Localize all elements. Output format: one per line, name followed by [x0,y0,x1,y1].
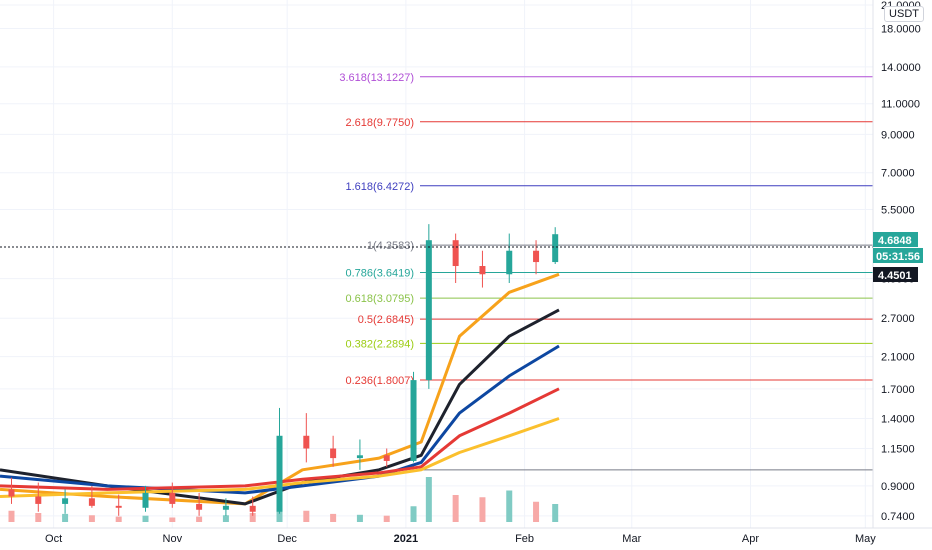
price-tick-label: 2.1000 [881,352,915,364]
volume-bar [142,515,149,522]
time-tick-label: Feb [515,533,534,545]
fib-level-label: 1(4.3583) [367,240,414,252]
candle-body [142,492,149,508]
candle-body [276,435,283,512]
time-tick-label: Dec [277,533,297,545]
volume-bars [8,477,559,522]
candle-body [303,435,310,449]
candle-body [533,250,540,263]
volume-bar [506,490,513,522]
volume-bar [330,513,337,522]
last-price-value: 4.6848 [878,235,912,247]
candlestick-series [8,224,559,516]
volume-bar [35,513,42,522]
price-tick-label: 0.7400 [881,511,915,523]
volume-bar [115,516,122,522]
candle-body [330,448,337,459]
moving-average-line [0,272,560,506]
volume-bar [169,517,176,522]
moving-average-line [0,387,560,491]
candle-body [222,505,229,510]
candle-body [62,498,69,504]
volume-bar [62,513,69,522]
fibonacci-extension[interactable]: 3.618(13.1227) 2.618(9.7750) 1.618(6.4272)… [339,72,873,471]
price-tick-label: 1.7000 [881,384,915,396]
price-tick-label: 1.4000 [881,413,915,425]
volume-bar [425,477,432,522]
fib-level-label: 0.618(3.0795) [346,293,415,305]
time-axis[interactable]: Oct Nov Dec 2021 Feb Mar Apr May [45,533,876,545]
time-tick-label: Oct [45,533,62,545]
volume-bar [452,495,459,522]
fib-level-label: 3.618(13.1227) [339,72,414,84]
fib-level-label: 0.382(2.2894) [346,338,415,350]
volume-bar [410,506,417,522]
volume-bar [222,515,229,522]
ref-price-badge: 4.4501 [873,267,918,282]
candle-body [196,503,203,510]
moving-average-lines [0,272,560,506]
volume-bar [8,510,15,522]
volume-bar [533,501,540,522]
volume-bar [552,504,559,522]
candle-body [383,455,390,461]
volume-bar [249,513,256,522]
candle-body [425,240,432,381]
moving-average-line [0,417,560,498]
volume-bar [383,515,390,522]
volume-bar [276,508,283,522]
candle-body [8,489,15,497]
price-tick-label: 11.0000 [881,99,920,111]
candle-body [88,498,95,506]
candle-body [552,234,559,263]
volume-bar [479,497,486,522]
candle-body [115,505,122,508]
candle-body [356,455,363,459]
price-tick-label: 7.0000 [881,168,915,180]
price-tick-label: 18.0000 [881,24,921,36]
volume-bar [303,510,310,522]
candle-body [506,250,513,275]
countdown-badge: 05:31:56 [873,248,923,263]
volume-bar [196,516,203,522]
volume-bar [356,514,363,522]
fib-level-label: 0.5(2.6845) [358,314,414,326]
time-tick-label: May [855,533,876,545]
price-tick-label: 0.9000 [881,481,915,493]
time-tick-label: Nov [163,533,183,545]
fib-level-label: 0.236(1.8007) [346,375,415,387]
price-axis[interactable]: 21.000018.000014.000011.00009.00007.0000… [881,0,921,523]
fib-level-label: 0.786(3.6419) [346,268,415,280]
time-tick-label: Mar [622,533,641,545]
price-tick-label: 2.7000 [881,313,915,325]
volume-bar [88,515,95,522]
last-price-badge: 4.6848 [873,232,918,247]
candle-body [479,266,486,275]
ref-price-value: 4.4501 [878,270,912,282]
candle-body [452,240,459,267]
candle-body [35,496,42,504]
price-tick-label: 9.0000 [881,129,915,141]
candle-body [249,505,256,512]
chart-grid [0,0,873,528]
fib-level-label: 2.618(9.7750) [346,117,415,129]
currency-label[interactable]: USDT [884,6,924,22]
price-tick-label: 5.5000 [881,205,915,217]
time-tick-label: Apr [742,533,759,545]
fib-level-label: 1.618(6.4272) [346,181,415,193]
price-tick-label: 1.1500 [881,444,915,456]
candle-body [169,492,176,504]
countdown-value: 05:31:56 [876,251,920,263]
time-tick-label: 2021 [394,533,418,545]
price-tick-label: 14.0000 [881,62,921,74]
candle-body [410,380,417,461]
